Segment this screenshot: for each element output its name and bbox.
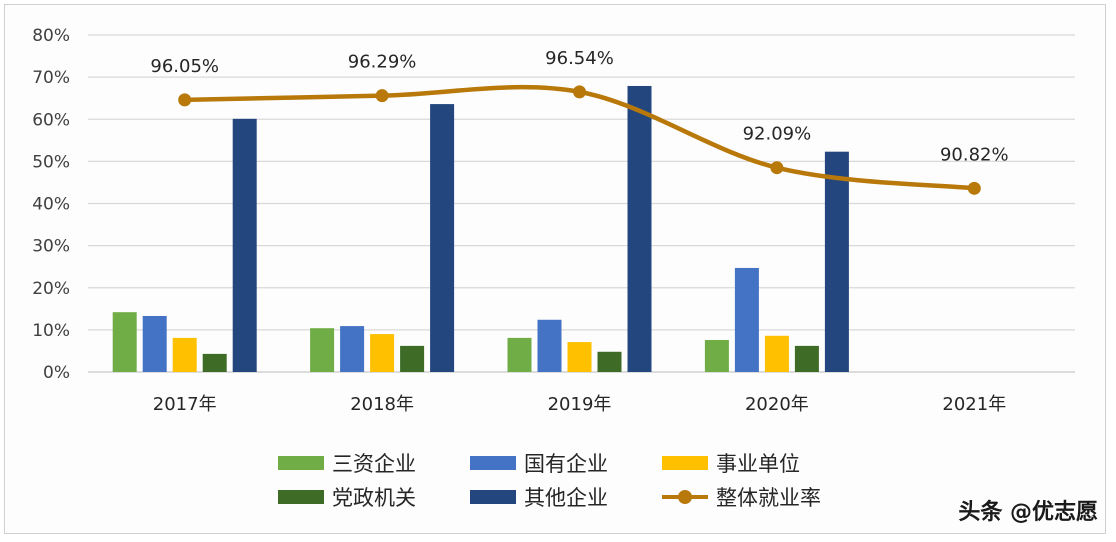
y-tick-label: 50% xyxy=(32,152,70,172)
legend-swatch xyxy=(662,456,708,470)
bar xyxy=(370,334,395,372)
bar xyxy=(112,312,137,372)
legend-swatch xyxy=(278,490,324,504)
x-category-label: 2021年 xyxy=(942,394,1006,415)
bar xyxy=(567,342,592,372)
data-label: 96.05% xyxy=(150,56,219,77)
y-tick-label: 30% xyxy=(32,237,70,257)
data-label: 92.09% xyxy=(743,124,812,145)
bar xyxy=(794,345,819,372)
chart-frame xyxy=(4,4,1106,534)
line-marker xyxy=(573,85,586,99)
combo-chart: 0% 10% 20% 30% 40% 50% 60% 70% 80% 2017年 2018年 2019… xyxy=(32,26,1075,415)
legend-label: 三资企业 xyxy=(332,452,416,476)
legend-swatch xyxy=(470,490,516,504)
y-tick-label: 0% xyxy=(43,363,70,383)
legend-label: 整体就业率 xyxy=(716,486,821,510)
data-label: 90.82% xyxy=(940,144,1009,165)
bar xyxy=(824,151,849,372)
data-label: 96.54% xyxy=(545,48,614,69)
y-tick-label: 70% xyxy=(32,68,70,88)
line-marker xyxy=(770,161,784,175)
x-category-label: 2019年 xyxy=(548,394,612,415)
legend-line-marker-icon xyxy=(662,490,708,504)
y-tick-label: 20% xyxy=(32,279,70,299)
legend-label: 国有企业 xyxy=(524,452,608,476)
legend-swatch xyxy=(470,456,516,470)
y-tick-label: 10% xyxy=(32,321,70,341)
x-category-label: 2018年 xyxy=(350,394,414,415)
y-tick-label: 60% xyxy=(32,110,70,130)
bar xyxy=(142,315,167,372)
bar xyxy=(597,351,622,372)
legend-label: 其他企业 xyxy=(524,486,608,510)
legend: 三资企业 国有企业 事业单位 党政机关 其他企业 整体就业率 xyxy=(278,446,878,514)
y-tick-label: 40% xyxy=(32,195,70,215)
bar xyxy=(507,337,532,372)
x-category-label: 2017年 xyxy=(153,394,217,415)
x-category-label: 2020年 xyxy=(745,394,809,415)
legend-item-guoyou: 国有企业 xyxy=(470,448,662,478)
bar xyxy=(764,335,789,372)
bar xyxy=(430,104,455,373)
y-tick-label: 80% xyxy=(32,26,70,46)
bar xyxy=(537,319,562,372)
line-marker xyxy=(375,89,389,103)
legend-item-dangzheng: 党政机关 xyxy=(278,482,470,512)
legend-item-qita: 其他企业 xyxy=(470,482,662,512)
line-marker xyxy=(967,181,981,195)
bar xyxy=(340,326,365,372)
legend-label: 党政机关 xyxy=(332,486,416,510)
bar xyxy=(202,353,227,372)
overall-employment-line xyxy=(182,84,977,191)
bar xyxy=(400,345,425,372)
bar xyxy=(232,118,257,372)
data-label: 96.29% xyxy=(348,52,417,73)
legend-item-shiye: 事业单位 xyxy=(662,448,862,478)
legend-item-zhengti: 整体就业率 xyxy=(662,482,862,512)
legend-swatch xyxy=(278,456,324,470)
legend-label: 事业单位 xyxy=(716,452,800,476)
legend-item-sanzi: 三资企业 xyxy=(278,448,470,478)
bar xyxy=(704,339,729,372)
line-marker xyxy=(178,93,192,107)
bar xyxy=(734,267,759,372)
bar xyxy=(172,337,197,372)
bar xyxy=(310,328,335,372)
source-credit: 头条 @优志愿 xyxy=(958,500,1098,525)
bar xyxy=(627,85,652,372)
